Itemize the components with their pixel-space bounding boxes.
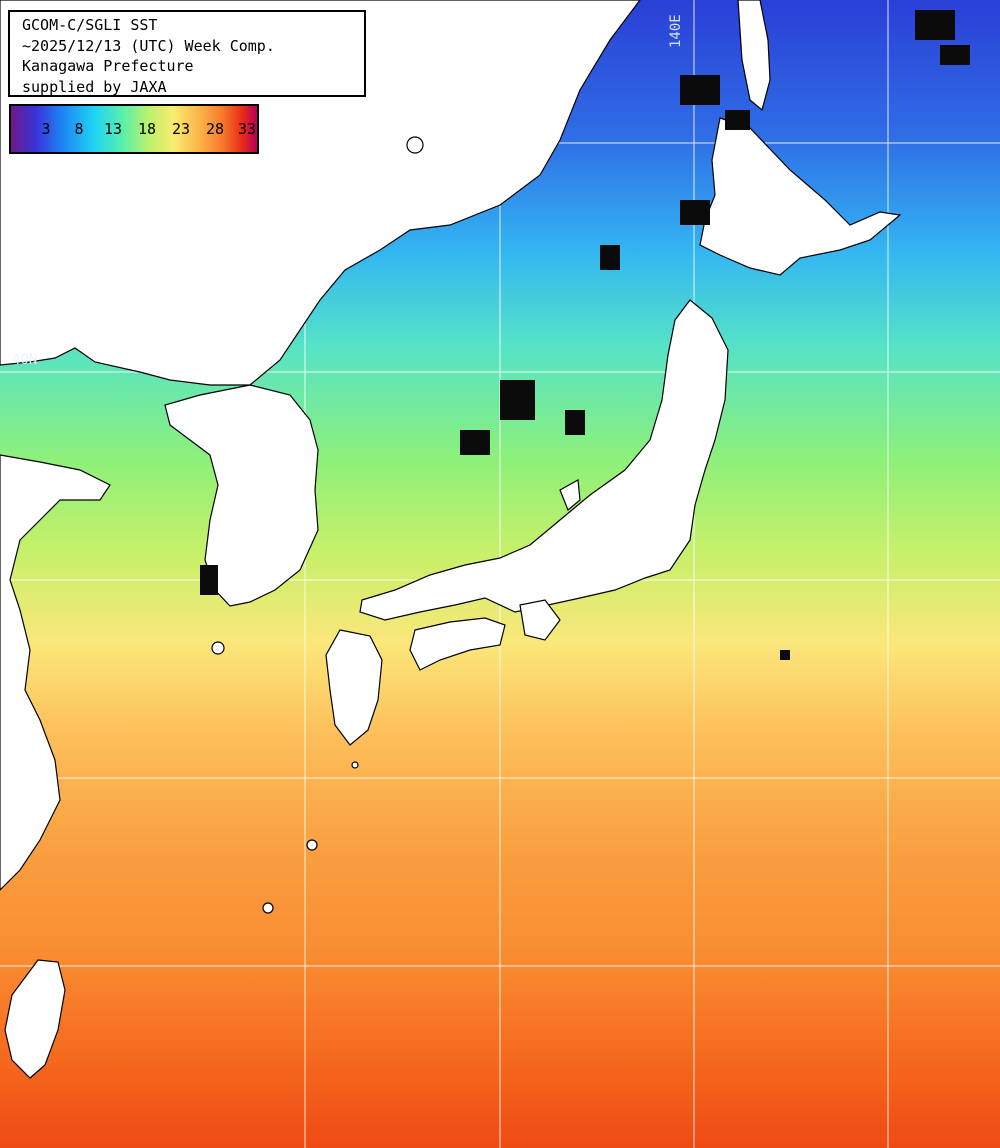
title-product: GCOM-C/SGLI SST <box>22 16 158 34</box>
land-taiwan <box>4 959 66 1079</box>
land-kii-peninsula <box>519 599 561 641</box>
legend-tick-18: 18 <box>137 120 157 138</box>
cloud-patch-11 <box>780 650 790 660</box>
land-china-coast <box>0 454 111 891</box>
cloud-patch-9 <box>565 410 585 435</box>
land-hokkaido <box>699 117 902 276</box>
cloud-patch-1 <box>915 10 955 40</box>
legend-tick-8: 8 <box>74 120 84 138</box>
cloud-patch-8 <box>460 430 490 455</box>
title-date: ~2025/12/13 (UTC) Week Comp. <box>22 36 275 55</box>
cloud-patch-2 <box>940 45 970 65</box>
legend-tick-28: 28 <box>205 120 225 138</box>
land-honshu <box>359 299 729 621</box>
land-shikoku <box>409 617 506 671</box>
land-noto-peninsula <box>559 479 581 511</box>
cloud-patches <box>200 10 970 660</box>
land-korea <box>164 384 319 607</box>
title-region: Kanagawa Prefecture <box>22 57 194 75</box>
legend-tick-13: 13 <box>103 120 123 138</box>
legend-tick-23: 23 <box>171 120 191 138</box>
legend-tick-33: 33 <box>237 120 257 138</box>
cloud-patch-5 <box>680 200 710 225</box>
land-island-3 <box>306 839 318 851</box>
land-island-5 <box>351 761 359 769</box>
landmasses <box>0 0 902 1079</box>
longitude-label: 140E <box>668 14 684 48</box>
cloud-patch-4 <box>725 110 750 130</box>
title-box: GCOM-C/SGLI SST ~2025/12/13 (UTC) Week C… <box>8 10 366 97</box>
land-island-4 <box>262 902 274 914</box>
land-sakhalin <box>737 0 771 112</box>
legend-tick-3: 3 <box>41 120 51 138</box>
cloud-patch-6 <box>600 245 620 270</box>
land-island-2 <box>211 641 225 655</box>
cloud-patch-10 <box>200 565 218 595</box>
land-island-1 <box>406 136 424 154</box>
latitude-label: 40N <box>12 352 38 368</box>
title-credit: supplied by JAXA <box>22 77 167 96</box>
cloud-patch-3 <box>680 75 720 105</box>
cloud-patch-7 <box>500 380 535 420</box>
land-kyushu <box>325 629 383 746</box>
color-scale-legend: 3 8 13 18 23 28 33 <box>9 104 259 154</box>
